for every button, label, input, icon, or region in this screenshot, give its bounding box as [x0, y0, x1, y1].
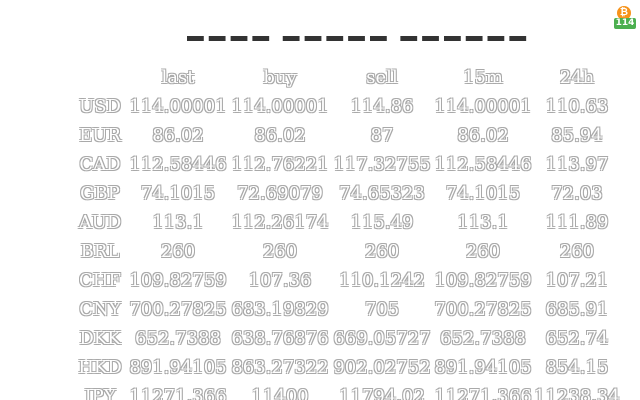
price-count-badge: 114 [614, 18, 636, 29]
price-24h: 11238.34 [534, 386, 620, 400]
price-15m: 86.02 [457, 125, 509, 146]
table-row: CHF 109.82759 107.36 110.1242 109.82759 … [72, 266, 620, 295]
sell-price: 74.65323 [339, 183, 425, 204]
price-15m: 113.1 [457, 212, 509, 233]
column-header-buy: buy [263, 67, 297, 88]
buy-price: 260 [262, 241, 298, 262]
buy-price: 86.02 [254, 125, 306, 146]
currency-code: GBP [80, 183, 120, 204]
buy-price: 72.69079 [237, 183, 323, 204]
table-body: USD 114.00001 114.00001 114.86 114.00001… [72, 92, 620, 400]
column-header-last: last [161, 67, 195, 88]
buy-price: 112.26174 [231, 212, 329, 233]
last-price: 74.1015 [140, 183, 216, 204]
table-row: CAD 112.58446 112.76221 117.32755 112.58… [72, 150, 620, 179]
currency-code: BRL [80, 241, 120, 262]
price-15m: 114.00001 [434, 96, 532, 117]
price-24h: 85.94 [551, 125, 603, 146]
sell-price: 902.02752 [333, 357, 431, 378]
price-15m: 891.94105 [434, 357, 532, 378]
sell-price: 669.05727 [333, 328, 431, 349]
price-24h: 110.63 [545, 96, 609, 117]
buy-price: 638.76876 [231, 328, 329, 349]
currency-code: HKD [78, 357, 122, 378]
table-row: BRL 260 260 260 260 260 [72, 237, 620, 266]
price-15m: 109.82759 [434, 270, 532, 291]
currency-code: CAD [79, 154, 121, 175]
column-header-currency [72, 63, 128, 92]
last-price: 112.58446 [129, 154, 227, 175]
price-15m: 700.27825 [434, 299, 532, 320]
last-price: 260 [160, 241, 196, 262]
currency-code: CNY [79, 299, 121, 320]
price-24h: 854.15 [545, 357, 609, 378]
table-row: EUR 86.02 86.02 87 86.02 85.94 [72, 121, 620, 150]
column-header-sell: sell [366, 67, 398, 88]
price-15m: 652.7388 [440, 328, 526, 349]
currency-code: DKK [79, 328, 121, 349]
sell-price: 260 [364, 241, 400, 262]
last-price: 114.00001 [129, 96, 227, 117]
price-15m: 11271.366 [434, 386, 532, 400]
price-24h: 652.74 [545, 328, 609, 349]
exchange-rate-table: last buy sell 15m 24h USD 114.00001 114.… [72, 63, 620, 400]
sell-price: 114.86 [350, 96, 414, 117]
last-price: 891.94105 [129, 357, 227, 378]
sell-price: 117.32755 [333, 154, 431, 175]
last-price: 700.27825 [129, 299, 227, 320]
sell-price: 11794.02 [339, 386, 425, 400]
buy-price: 107.36 [248, 270, 312, 291]
buy-price: 11400 [251, 386, 309, 400]
price-24h: 72.03 [551, 183, 603, 204]
bitcoin-icon: ₿ [617, 6, 631, 20]
last-price: 113.1 [152, 212, 204, 233]
price-15m: 260 [465, 241, 501, 262]
price-24h: 685.91 [545, 299, 609, 320]
buy-price: 112.76221 [231, 154, 329, 175]
currency-code: USD [79, 96, 121, 117]
buy-price: 683.19829 [231, 299, 329, 320]
table-row: DKK 652.7388 638.76876 669.05727 652.738… [72, 324, 620, 353]
buy-price: 863.27322 [231, 357, 329, 378]
price-15m: 112.58446 [434, 154, 532, 175]
column-header-15m: 15m [463, 67, 503, 88]
price-24h: 107.21 [545, 270, 609, 291]
price-15m: 74.1015 [445, 183, 521, 204]
table-row: GBP 74.1015 72.69079 74.65323 74.1015 72… [72, 179, 620, 208]
sell-price: 705 [364, 299, 400, 320]
price-24h: 111.89 [545, 212, 609, 233]
currency-code: EUR [79, 125, 121, 146]
last-price: 652.7388 [135, 328, 221, 349]
table-row: JPY 11271.366 11400 11794.02 11271.366 1… [72, 382, 620, 400]
cut-off-heading: ■■■■ ■■■■■ ■■■■■■■■ ■■■■■■■ [185, 36, 530, 41]
last-price: 109.82759 [129, 270, 227, 291]
sell-price: 87 [370, 125, 394, 146]
table-row: AUD 113.1 112.26174 115.49 113.1 111.89 [72, 208, 620, 237]
table-row: HKD 891.94105 863.27322 902.02752 891.94… [72, 353, 620, 382]
currency-code: CHF [79, 270, 121, 291]
price-24h: 260 [559, 241, 595, 262]
currency-code: AUD [78, 212, 122, 233]
table-header-row: last buy sell 15m 24h [72, 63, 620, 92]
bitcoin-extension-badge[interactable]: ₿ 114 [614, 6, 636, 30]
column-header-24h: 24h [559, 67, 595, 88]
buy-price: 114.00001 [231, 96, 329, 117]
sell-price: 115.49 [350, 212, 414, 233]
last-price: 11271.366 [129, 386, 227, 400]
sell-price: 110.1242 [339, 270, 425, 291]
last-price: 86.02 [152, 125, 204, 146]
currency-code: JPY [84, 386, 116, 400]
table-row: USD 114.00001 114.00001 114.86 114.00001… [72, 92, 620, 121]
price-24h: 113.97 [545, 154, 609, 175]
table-row: CNY 700.27825 683.19829 705 700.27825 68… [72, 295, 620, 324]
